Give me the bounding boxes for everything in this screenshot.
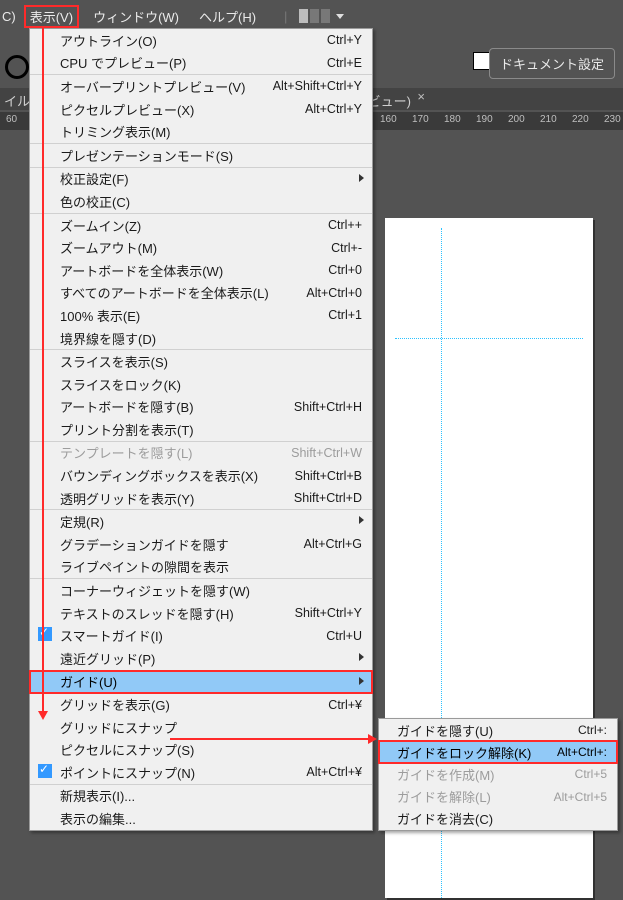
menubar: C) 表示(V) ウィンドウ(W) ヘルプ(H) | <box>0 5 623 27</box>
menu-show-slices[interactable]: スライスを表示(S) <box>30 350 372 373</box>
menu-cpu-preview[interactable]: CPU でプレビュー(P)Ctrl+E <box>30 52 372 75</box>
submenu-hide-guides[interactable]: ガイドを隠す(U)Ctrl+: <box>379 719 617 741</box>
submenu-arrow-icon <box>359 653 364 661</box>
menu-hide-text-threads[interactable]: テキストのスレッドを隠す(H)Shift+Ctrl+Y <box>30 602 372 625</box>
menu-hide-corner-widget[interactable]: コーナーウィジェットを隠す(W) <box>30 579 372 602</box>
menu-lock-slices[interactable]: スライスをロック(K) <box>30 373 372 396</box>
check-icon <box>38 627 52 641</box>
annotation-arrow-right <box>170 738 375 740</box>
submenu-make-guides: ガイドを作成(M)Ctrl+5 <box>379 763 617 785</box>
menu-outline[interactable]: アウトライン(O)Ctrl+Y <box>30 29 372 52</box>
menu-presentation-mode[interactable]: プレゼンテーションモード(S) <box>30 144 372 167</box>
menu-show-grid[interactable]: グリッドを表示(G)Ctrl+¥ <box>30 693 372 716</box>
submenu-release-guides: ガイドを解除(L)Alt+Ctrl+5 <box>379 786 617 808</box>
annotation-arrow-down <box>42 26 44 718</box>
menu-hide-gradient-annotator[interactable]: グラデーションガイドを隠すAlt+Ctrl+G <box>30 533 372 556</box>
ruler-tick: 180 <box>444 114 461 125</box>
menu-perspective-grid[interactable]: 遠近グリッド(P) <box>30 647 372 670</box>
menu-show-transparency-grid[interactable]: 透明グリッドを表示(Y)Shift+Ctrl+D <box>30 487 372 510</box>
menu-hide-template: テンプレートを隠す(L)Shift+Ctrl+W <box>30 442 372 465</box>
tab-right-text: ビュー) <box>368 91 411 110</box>
menu-trim-view[interactable]: トリミング表示(M) <box>30 120 372 143</box>
menu-fit-all[interactable]: すべてのアートボードを全体表示(L)Alt+Ctrl+0 <box>30 282 372 305</box>
guides-submenu: ガイドを隠す(U)Ctrl+: ガイドをロック解除(K)Alt+Ctrl+: ガ… <box>378 718 618 831</box>
menu-show-livepaint-gaps[interactable]: ライブペイントの隙間を表示 <box>30 556 372 579</box>
menu-hide-artboards[interactable]: アートボードを隠す(B)Shift+Ctrl+H <box>30 396 372 419</box>
menu-guides[interactable]: ガイド(U) <box>30 671 372 694</box>
menu-zoom-in[interactable]: ズームイン(Z)Ctrl++ <box>30 214 372 237</box>
menu-smart-guides[interactable]: スマートガイド(I)Ctrl+U <box>30 624 372 647</box>
menu-show-bounding-box[interactable]: バウンディングボックスを表示(X)Shift+Ctrl+B <box>30 464 372 487</box>
menu-hide-edges[interactable]: 境界線を隠す(D) <box>30 327 372 350</box>
ruler-tick: 230 <box>604 114 621 125</box>
menu-help[interactable]: ヘルプ(H) <box>193 5 262 28</box>
workspace-switcher[interactable] <box>299 9 344 23</box>
ruler-tick: 160 <box>380 114 397 125</box>
menu-zoom-out[interactable]: ズームアウト(M)Ctrl+- <box>30 236 372 259</box>
menu-rulers[interactable]: 定規(R) <box>30 510 372 533</box>
submenu-arrow-icon <box>359 677 364 685</box>
check-icon <box>38 764 52 778</box>
submenu-arrow-icon <box>359 174 364 182</box>
submenu-unlock-guides[interactable]: ガイドをロック解除(K)Alt+Ctrl+: <box>379 741 617 763</box>
menubar-pre: C) <box>0 9 16 24</box>
ruler-tick: 60 <box>6 114 17 125</box>
menu-overprint-preview[interactable]: オーバープリントプレビュー(V)Alt+Shift+Ctrl+Y <box>30 75 372 98</box>
ruler-tick: 210 <box>540 114 557 125</box>
ruler-tick: 200 <box>508 114 525 125</box>
menu-fit-artboard[interactable]: アートボードを全体表示(W)Ctrl+0 <box>30 259 372 282</box>
menu-view[interactable]: 表示(V) <box>24 5 79 28</box>
menu-pixel-preview[interactable]: ピクセルプレビュー(X)Alt+Ctrl+Y <box>30 98 372 121</box>
ruler-tick: 190 <box>476 114 493 125</box>
menu-snap-to-pixel[interactable]: ピクセルにスナップ(S) <box>30 738 372 761</box>
menu-snap-to-point[interactable]: ポイントにスナップ(N)Alt+Ctrl+¥ <box>30 761 372 784</box>
view-menu-dropdown: アウトライン(O)Ctrl+Y CPU でプレビュー(P)Ctrl+E オーバー… <box>29 28 373 831</box>
submenu-clear-guides[interactable]: ガイドを消去(C) <box>379 808 617 830</box>
menu-new-view[interactable]: 新規表示(I)... <box>30 785 372 808</box>
menu-proof-colors[interactable]: 色の校正(C) <box>30 190 372 213</box>
menu-window[interactable]: ウィンドウ(W) <box>87 5 185 28</box>
document-settings-button[interactable]: ドキュメント設定 <box>489 48 615 79</box>
ruler-tick: 220 <box>572 114 589 125</box>
stroke-preview[interactable] <box>5 55 29 79</box>
menu-print-tiling[interactable]: プリント分割を表示(T) <box>30 418 372 441</box>
menu-snap-to-grid[interactable]: グリッドにスナップ <box>30 716 372 739</box>
guide-horizontal[interactable] <box>395 338 583 339</box>
menu-edit-views[interactable]: 表示の編集... <box>30 807 372 830</box>
menu-proof-setup[interactable]: 校正設定(F) <box>30 168 372 191</box>
ruler-tick: 170 <box>412 114 429 125</box>
submenu-arrow-icon <box>359 516 364 524</box>
tab-close-icon[interactable]: × <box>417 89 425 104</box>
menu-actual-size[interactable]: 100% 表示(E)Ctrl+1 <box>30 304 372 327</box>
